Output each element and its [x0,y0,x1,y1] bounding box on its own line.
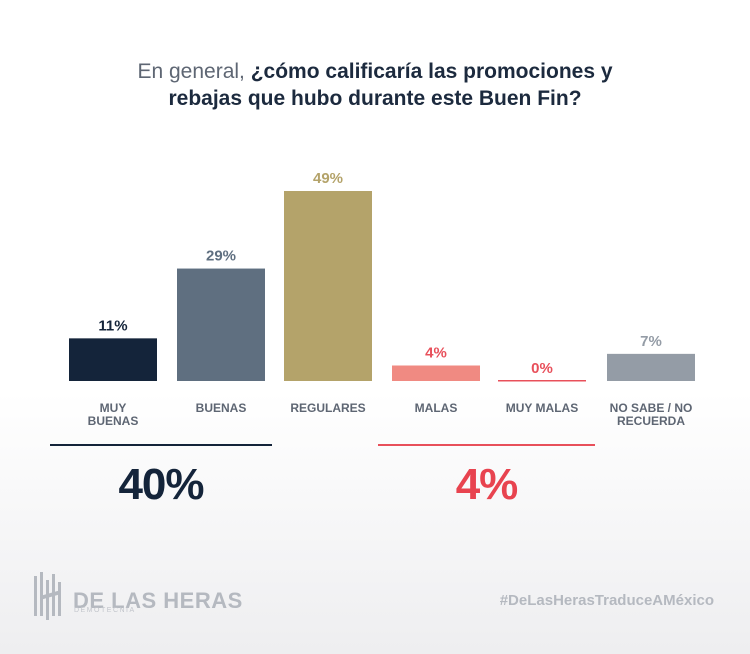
value-label-malas: 4% [425,344,447,361]
title-question-line2: rebajas que hubo durante este Buen Fin? [168,87,582,110]
logo-subtitle: DEMOTECNIA [74,607,136,614]
value-label-no-sabe-no-recuerda: 7% [640,333,662,350]
chart-title: En general, ¿cómo calificaría las promoc… [0,58,750,112]
title-question-line1: ¿cómo calificaría las promociones y [250,60,613,83]
category-label-no-sabe-no-recuerda: NO SABE / NO RECUERDA [610,401,693,428]
bar-regulares [284,191,372,381]
value-label-regulares: 49% [313,170,343,187]
bar-muy-malas [498,380,586,382]
value-label-muy-buenas: 11% [98,317,127,334]
bar-muy-buenas [69,338,157,381]
logo-name: DE LAS HERAS [73,588,243,613]
hashtag: #DeLasHerasTraduceAMéxico [499,592,714,609]
category-label-buenas: BUENAS [196,401,247,415]
category-label-muy-malas: MUY MALAS [506,401,578,415]
bar-malas [392,365,480,381]
negative-summary-value: 4% [455,460,519,509]
title-lead: En general, [137,60,251,83]
value-label-buenas: 29% [206,248,236,265]
negative-summary-line [378,444,595,446]
category-label-malas: MALAS [415,401,458,415]
de-las-heras-logo-icon [34,572,61,620]
bar-buenas [177,268,265,381]
bar-no-sabe-no-recuerda [607,353,695,381]
bar-chart: 11% MUY BUENAS 29% BUENAS 49% REGULARES 4% MALAS… [69,170,695,428]
positive-summary-line [50,444,272,446]
positive-summary-value: 40% [118,460,204,509]
category-label-regulares: REGULARES [290,401,365,415]
category-label-muy-buenas: MUY BUENAS [88,401,139,428]
value-label-muy-malas: 0% [531,360,553,377]
